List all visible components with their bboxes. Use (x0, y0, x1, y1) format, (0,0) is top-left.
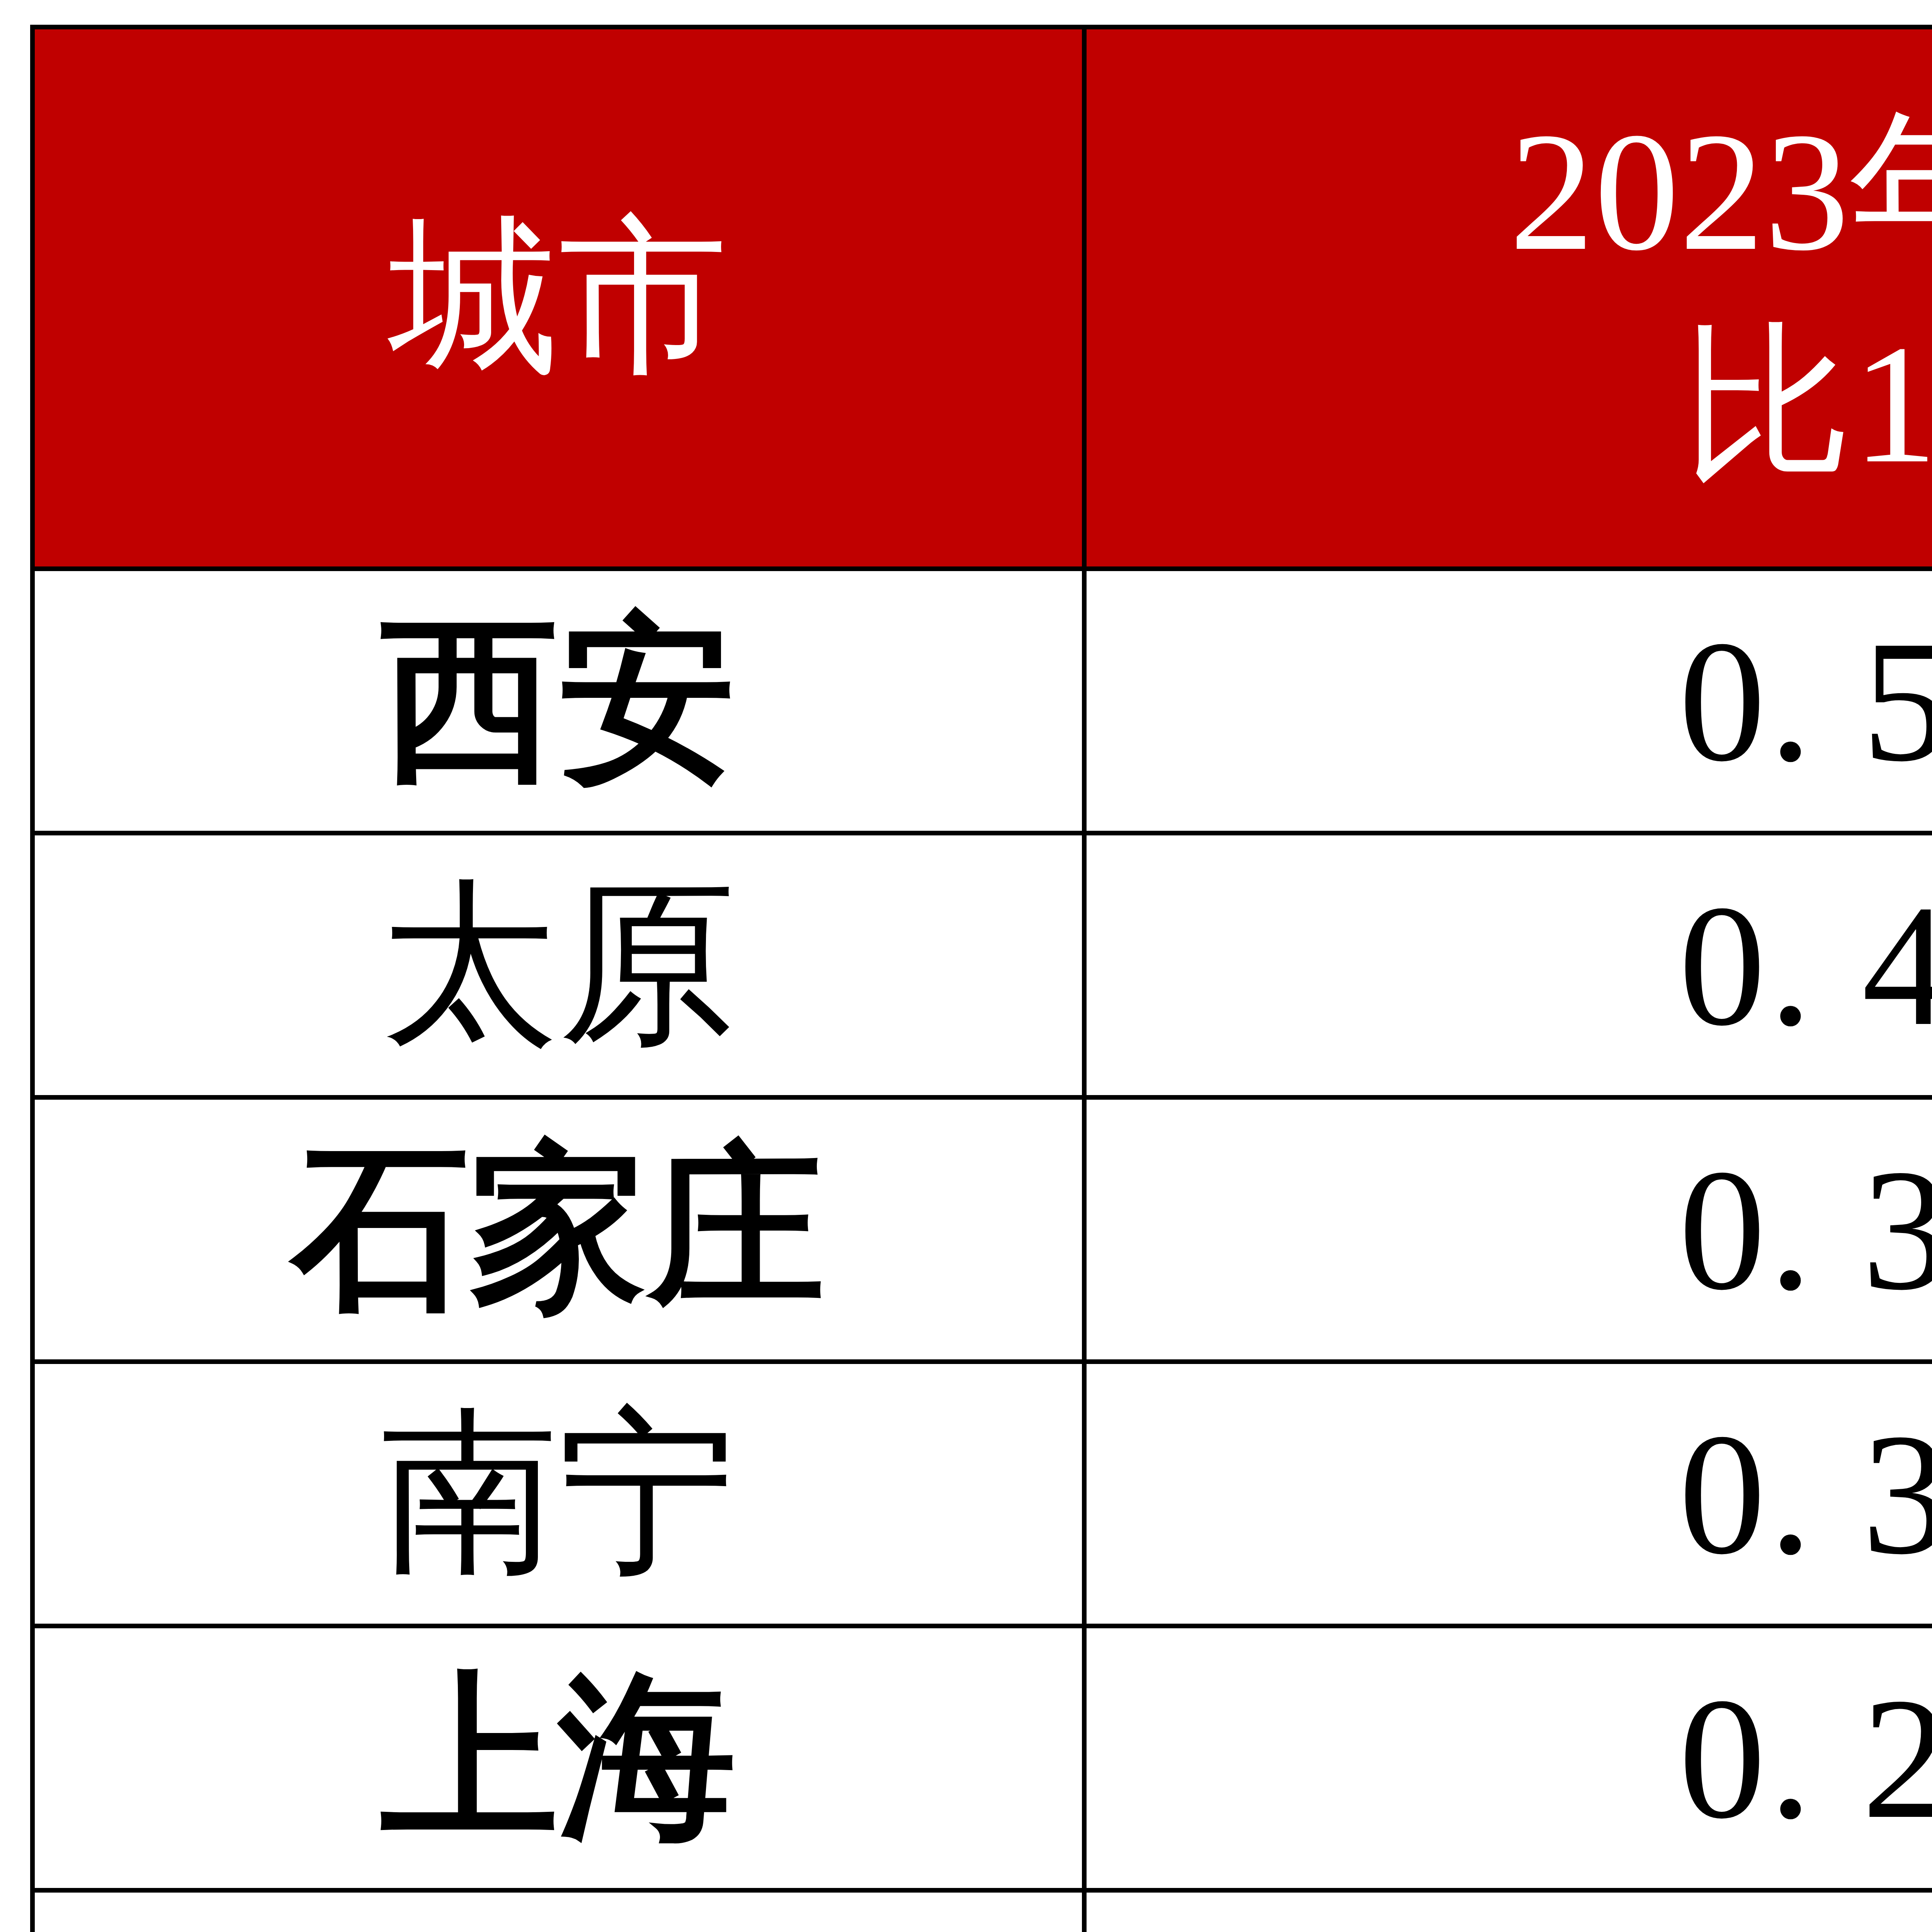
table-body: 西安 0. 50% 太原 0. 40% 石家庄 0. 30% 南宁 0. 30%… (32, 569, 1932, 1932)
city-cell: 西安 (32, 569, 1084, 833)
table-row: 上海 0. 20% (32, 1626, 1932, 1890)
table-row: 太原 0. 40% (32, 833, 1932, 1097)
value-cell: 0. 10% (1084, 1890, 1932, 1932)
table-row: 长春 0. 10% (32, 1890, 1932, 1932)
table-row: 石家庄 0. 30% (32, 1097, 1932, 1362)
city-cell: 长春 (32, 1890, 1084, 1932)
city-cell: 石家庄 (32, 1097, 1084, 1362)
header-cell-city: 城市 (32, 27, 1084, 569)
value-cell: 0. 20% (1084, 1626, 1932, 1890)
value-cell: 0. 50% (1084, 569, 1932, 833)
header-cell-period: 2023年12月 比11月 (1084, 27, 1932, 569)
value-cell: 0. 30% (1084, 1362, 1932, 1626)
header-period-line2: 比11月 (1087, 298, 1932, 510)
city-cell: 南宁 (32, 1362, 1084, 1626)
value-cell: 0. 40% (1084, 833, 1932, 1097)
city-cell: 太原 (32, 833, 1084, 1097)
city-price-change-table: 城市 2023年12月 比11月 西安 0. 50% 太原 0. 40% 石家庄… (30, 25, 1932, 1932)
table-row: 西安 0. 50% (32, 569, 1932, 833)
header-row: 城市 2023年12月 比11月 (32, 27, 1932, 569)
table-row: 南宁 0. 30% (32, 1362, 1932, 1626)
page: 城市 2023年12月 比11月 西安 0. 50% 太原 0. 40% 石家庄… (0, 0, 1932, 1932)
value-cell: 0. 30% (1084, 1097, 1932, 1362)
header-city-label: 城市 (35, 192, 1082, 404)
table-header: 城市 2023年12月 比11月 (32, 27, 1932, 569)
header-period-line1: 2023年12月 (1087, 85, 1932, 298)
city-cell: 上海 (32, 1626, 1084, 1890)
